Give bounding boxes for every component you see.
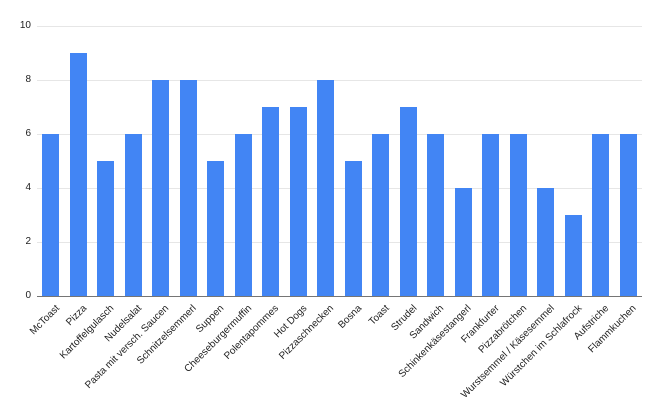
bar[interactable]	[97, 161, 115, 296]
bar[interactable]	[482, 134, 500, 296]
bar[interactable]	[509, 134, 527, 296]
bar[interactable]	[399, 107, 417, 296]
bar[interactable]	[42, 134, 60, 296]
x-axis-line	[37, 296, 642, 297]
bar[interactable]	[262, 107, 280, 296]
bar[interactable]	[207, 161, 225, 296]
x-category-label: Bosna	[336, 303, 365, 331]
bar[interactable]	[234, 134, 252, 296]
bar[interactable]	[317, 80, 335, 296]
y-tick-label: 4	[25, 182, 31, 193]
bar[interactable]	[124, 134, 142, 296]
gridline	[37, 242, 642, 243]
y-tick-label: 6	[25, 128, 31, 139]
bar[interactable]	[454, 188, 472, 296]
x-category-label: McToast	[27, 303, 62, 338]
bar[interactable]	[344, 161, 362, 296]
gridline	[37, 26, 642, 27]
bar[interactable]	[372, 134, 390, 296]
y-tick-label: 10	[19, 20, 31, 31]
bar[interactable]	[152, 80, 170, 296]
bar[interactable]	[179, 80, 197, 296]
bar[interactable]	[427, 134, 445, 296]
y-tick-label: 8	[25, 74, 31, 85]
bar[interactable]	[619, 134, 637, 296]
gridline	[37, 134, 642, 135]
bar[interactable]	[69, 53, 87, 296]
bar[interactable]	[537, 188, 555, 296]
y-tick-label: 2	[25, 236, 31, 247]
bar[interactable]	[289, 107, 307, 296]
bar[interactable]	[592, 134, 610, 296]
gridline	[37, 80, 642, 81]
bar[interactable]	[564, 215, 582, 296]
y-tick-label: 0	[25, 290, 31, 301]
gridline	[37, 188, 642, 189]
x-category-label: Toast	[366, 303, 392, 328]
